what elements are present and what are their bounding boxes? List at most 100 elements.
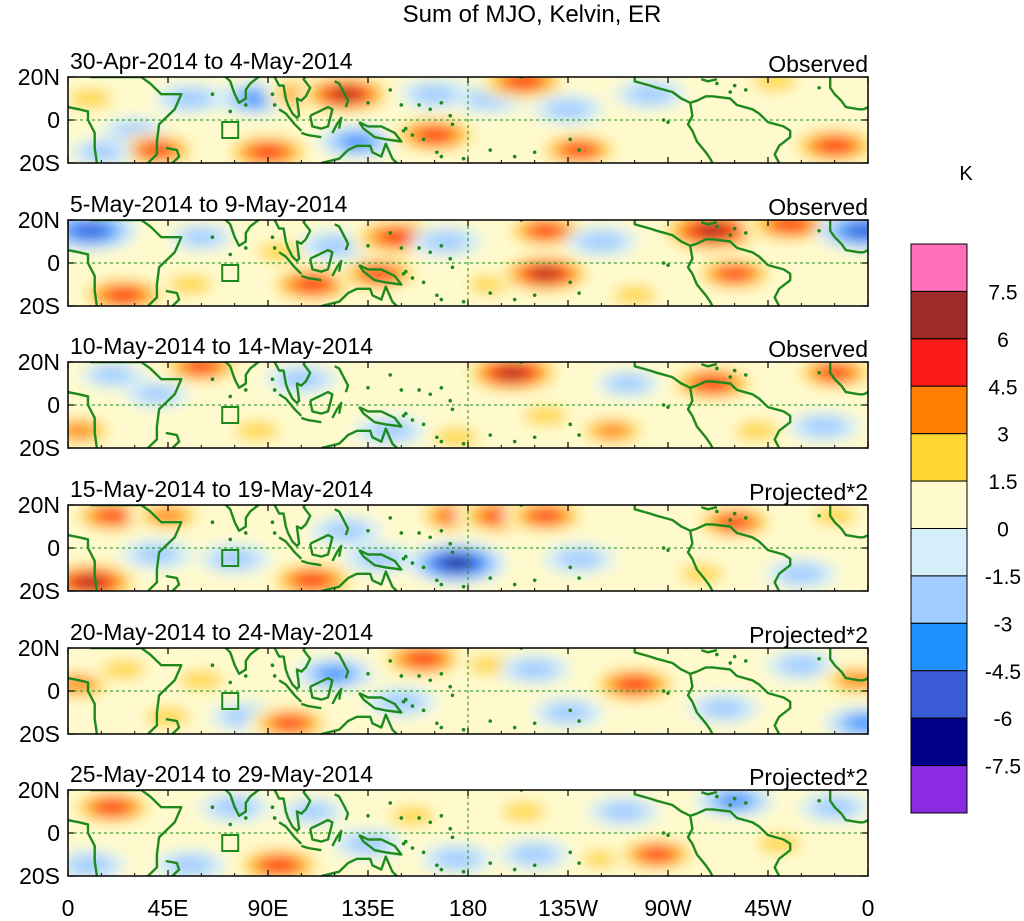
- coastline: [633, 362, 792, 448]
- coastline: [700, 648, 718, 654]
- anomaly-blob: [145, 707, 191, 726]
- colorbar-swatch: [910, 385, 968, 435]
- island: [488, 719, 493, 723]
- anomaly-blob: [817, 138, 852, 153]
- island: [439, 244, 444, 248]
- island: [461, 584, 466, 589]
- island: [417, 388, 421, 392]
- colorbar-swatch: [910, 338, 968, 387]
- y-tick-label: 20N: [18, 777, 60, 803]
- island: [728, 90, 733, 94]
- coastline: [334, 365, 350, 393]
- coastline: [700, 78, 718, 83]
- island: [243, 816, 248, 820]
- x-tick-label: 180: [449, 895, 487, 921]
- island: [228, 822, 233, 827]
- anomaly-blob: [779, 656, 824, 675]
- island: [666, 548, 670, 552]
- island: [417, 674, 421, 678]
- anomaly-blob: [179, 671, 224, 690]
- island: [450, 407, 455, 412]
- coastline: [224, 505, 261, 532]
- anomaly-blob: [101, 660, 146, 679]
- colorbar-label: 3: [997, 424, 1009, 447]
- island: [243, 388, 248, 392]
- reference-box: [221, 692, 240, 710]
- anomaly-field: [68, 505, 868, 591]
- coastline: [224, 220, 261, 247]
- coastline: [300, 131, 322, 139]
- island: [403, 554, 408, 559]
- coastlines: [68, 77, 868, 163]
- coastline: [165, 289, 181, 306]
- island: [488, 433, 493, 437]
- coastline: [358, 834, 403, 856]
- y-tick-label: 20S: [19, 293, 60, 319]
- island: [410, 561, 415, 565]
- coastline: [321, 570, 398, 591]
- anomaly-blob: [696, 224, 729, 238]
- anomaly-field: [68, 362, 868, 448]
- island: [270, 520, 275, 524]
- y-tick-label: 0: [47, 678, 60, 704]
- colorbar-label: -4.5: [985, 661, 1021, 684]
- island: [715, 224, 719, 229]
- island: [272, 388, 277, 392]
- map-panel: 20N 0 20S 15-May-2014 to 19-May-2014 Project…: [18, 476, 869, 604]
- anomaly-blob: [262, 858, 296, 873]
- island: [743, 373, 748, 377]
- island: [448, 398, 453, 403]
- coastline: [829, 648, 868, 682]
- anomaly-blob: [531, 267, 561, 280]
- island: [399, 531, 404, 535]
- anomaly-blob: [390, 806, 435, 825]
- island: [435, 435, 439, 440]
- island: [401, 556, 406, 561]
- island: [817, 370, 821, 375]
- anomaly-blob: [406, 651, 441, 666]
- y-tick-label: 0: [47, 535, 60, 561]
- coastline: [90, 220, 183, 306]
- coastline: [633, 220, 792, 306]
- island: [401, 271, 406, 276]
- coastline: [309, 533, 334, 558]
- coastline: [90, 77, 183, 163]
- coastline: [334, 80, 350, 108]
- island: [270, 377, 275, 382]
- island: [228, 252, 233, 257]
- anomaly-blob: [323, 521, 368, 540]
- coastline: [331, 544, 343, 562]
- coastline: [686, 815, 714, 876]
- island: [243, 103, 248, 107]
- y-tick-label: 0: [47, 392, 60, 418]
- figure-title: Sum of MJO, Kelvin, ER: [403, 1, 662, 28]
- anomaly-blob: [701, 699, 746, 718]
- island: [210, 520, 215, 524]
- colorbar-swatch: [910, 243, 968, 292]
- anomaly-blob: [617, 677, 652, 692]
- map-panel: 20N 0 20S 25-May-2014 to 29-May-2014 Project…: [18, 761, 869, 889]
- island: [421, 137, 426, 142]
- y-tick-label: 20N: [18, 635, 60, 661]
- island: [448, 826, 453, 831]
- anomaly-field: [68, 648, 868, 734]
- coastline: [829, 77, 868, 111]
- island: [366, 101, 370, 105]
- island: [568, 137, 573, 142]
- island: [388, 801, 393, 805]
- map-panel: 20N 0 20S 10-May-2014 to 14-May-2014 Observe…: [18, 333, 869, 461]
- island: [743, 801, 748, 805]
- anomaly-blob: [779, 564, 824, 583]
- island: [272, 674, 277, 678]
- island: [532, 863, 537, 868]
- island: [732, 511, 737, 516]
- island: [421, 565, 426, 570]
- island: [421, 422, 426, 427]
- anomaly-blob: [608, 375, 648, 392]
- map-panel: 20N 0 20S 30-Apr-2014 to 4-May-2014 Observed: [18, 48, 869, 176]
- island: [401, 841, 406, 846]
- island: [715, 81, 719, 86]
- anomaly-blob: [628, 85, 673, 104]
- coastline: [358, 264, 403, 286]
